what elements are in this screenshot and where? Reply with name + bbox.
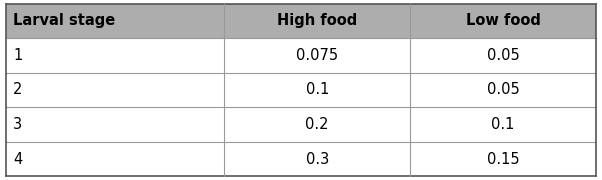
Bar [410,4,596,38]
Text: 1: 1 [13,48,22,63]
Bar [225,38,410,73]
Text: 0.15: 0.15 [487,152,520,167]
Bar [6,107,225,142]
Bar [6,142,225,176]
Bar [225,4,410,38]
Bar [410,73,596,107]
Bar [225,142,410,176]
Bar [225,107,410,142]
Bar [410,142,596,176]
Text: 0.1: 0.1 [306,82,329,98]
Bar [225,73,410,107]
Text: High food: High food [277,13,358,28]
Text: 4: 4 [13,152,22,167]
Text: 0.05: 0.05 [486,82,520,98]
Bar [410,38,596,73]
Bar [410,107,596,142]
Text: 0.1: 0.1 [491,117,515,132]
Text: 0.05: 0.05 [486,48,520,63]
Text: 3: 3 [13,117,22,132]
Bar [6,4,225,38]
Text: 2: 2 [13,82,23,98]
Text: 0.075: 0.075 [296,48,338,63]
Text: 0.2: 0.2 [305,117,329,132]
Bar [6,38,225,73]
Text: Larval stage: Larval stage [13,13,116,28]
Bar [6,73,225,107]
Text: 0.3: 0.3 [306,152,329,167]
Text: Low food: Low food [465,13,541,28]
